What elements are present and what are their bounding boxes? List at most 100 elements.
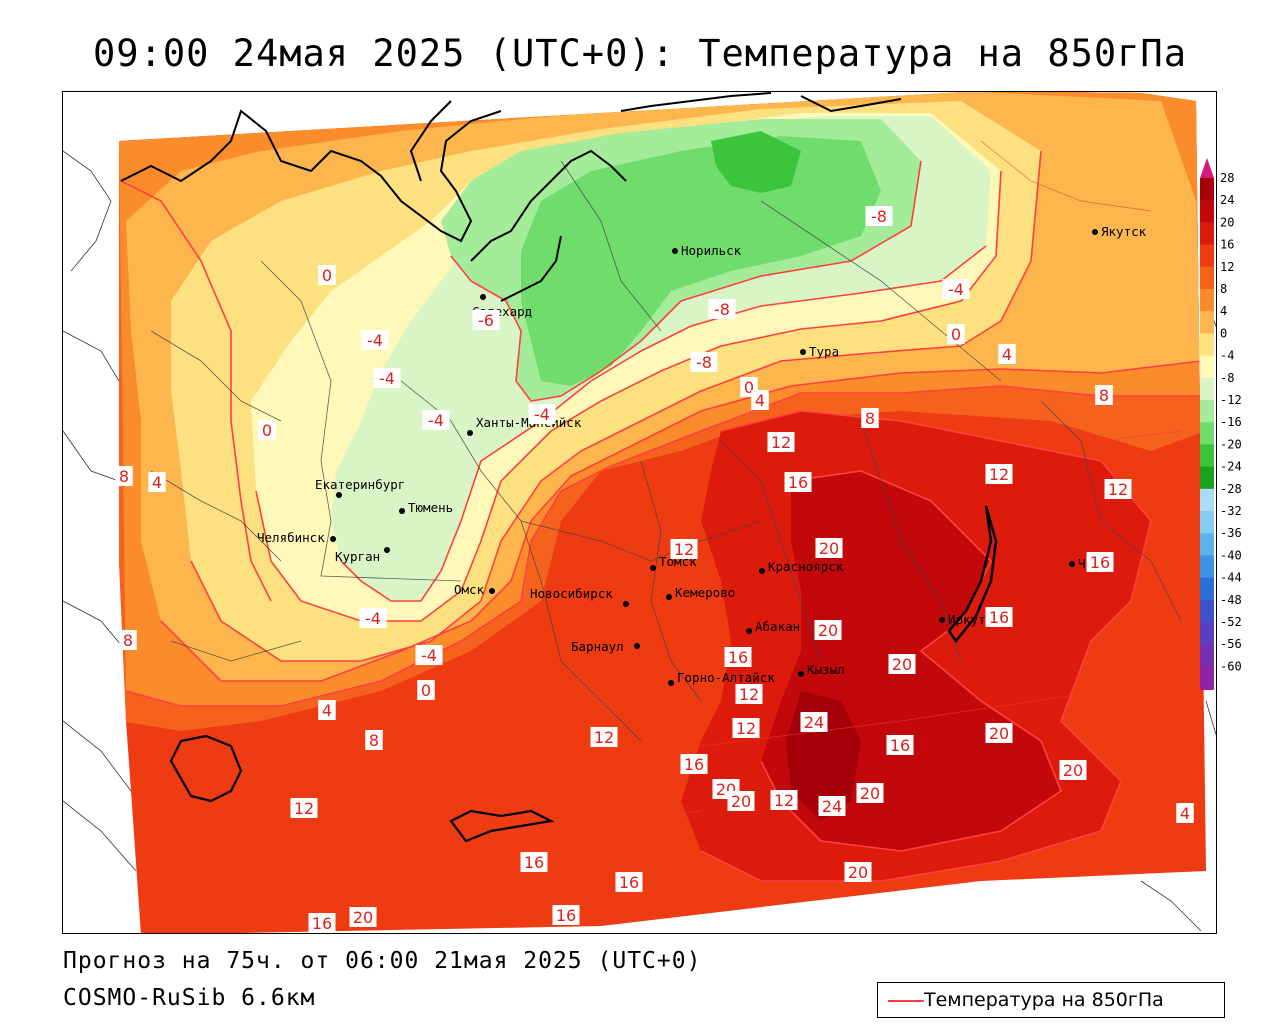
colorbar-tick-label: -60 <box>1220 659 1242 673</box>
isotherm-value-text: 12 <box>674 540 694 559</box>
isotherm-value-text: -8 <box>714 300 730 319</box>
isotherm-value-text: 4 <box>1002 345 1012 364</box>
city-novosibirsk[interactable]: Новосибирск <box>530 586 629 607</box>
isotherm-value-label: 12 <box>290 798 318 818</box>
isotherm-value-label: 16 <box>308 913 336 933</box>
colorbar-swatch <box>1200 555 1214 579</box>
city-yakutsk[interactable]: Якутск <box>1092 224 1147 239</box>
isotherm-value-text: -4 <box>534 405 550 424</box>
city-barnaul[interactable]: Барнаул <box>571 639 640 654</box>
isotherm-value-text: 20 <box>1063 761 1083 780</box>
outside-domain-borders <box>63 150 1216 932</box>
isotherm-value-label: -6 <box>472 310 500 330</box>
isotherm-value-text: -8 <box>871 207 887 226</box>
city-tyumen[interactable]: Тюмень <box>399 500 453 515</box>
isotherm-value-label: 20 <box>985 723 1013 743</box>
isotherm-value-text: 20 <box>892 655 912 674</box>
isotherm-value-label: -4 <box>373 368 401 388</box>
colorbar-swatch <box>1200 377 1214 401</box>
isotherm-value-label: 0 <box>417 680 435 700</box>
isotherm-value-text: 16 <box>619 873 639 892</box>
colorbar-tick-label: -32 <box>1220 504 1242 518</box>
forecast-info: Прогноз на 75ч. от 06:00 21мая 2025 (UTC… <box>63 948 702 974</box>
isotherm-value-label: 16 <box>1086 552 1114 572</box>
colorbar-tick-label: -56 <box>1220 637 1242 651</box>
colorbar-tick-label: -4 <box>1220 349 1234 363</box>
colorbar-tick-label: 24 <box>1220 193 1234 207</box>
city-kurgan[interactable]: Курган <box>335 547 390 564</box>
isotherm-value-label: 24 <box>818 796 846 816</box>
colorbar-swatch <box>1200 422 1214 445</box>
isotherm-value-text: 12 <box>594 728 614 747</box>
svg-text:Кызыл: Кызыл <box>807 662 845 677</box>
city-krasnoyarsk[interactable]: Красноярск <box>759 559 844 574</box>
colorbar-tick-label: -8 <box>1220 371 1234 385</box>
colorbar-swatch <box>1200 644 1214 667</box>
isotherm-value-label: 4 <box>998 344 1016 364</box>
isotherm-value-text: 16 <box>890 736 910 755</box>
isotherm-value-text: 16 <box>312 914 332 933</box>
isotherm-value-label: 12 <box>770 790 798 810</box>
colorbar-swatch <box>1200 466 1214 490</box>
city-abakan[interactable]: Абакан <box>746 619 800 634</box>
svg-text:Абакан: Абакан <box>755 619 800 634</box>
isotherm-value-text: 8 <box>119 467 129 486</box>
city-chelyabinsk[interactable]: Челябинск <box>257 530 336 545</box>
city-ekaterinburg[interactable]: Екатеринбург <box>315 477 405 498</box>
isotherm-value-text: -4 <box>421 646 437 665</box>
isotherm-value-label: 12 <box>767 432 795 452</box>
isotherm-value-text: 8 <box>369 731 379 750</box>
isotherm-value-label: 4 <box>318 700 336 720</box>
colorbar-swatch <box>1200 666 1214 690</box>
colorbar-tick-label: 0 <box>1220 326 1227 340</box>
isotherm-value-label: 12 <box>985 464 1013 484</box>
colorbar-swatch <box>1200 178 1214 201</box>
isotherm-value-label: 12 <box>670 539 698 559</box>
colorbar-swatch <box>1200 577 1214 601</box>
isotherm-value-text: 24 <box>804 713 824 732</box>
isotherm-value-label: 12 <box>735 684 763 704</box>
svg-text:Тура: Тура <box>809 344 839 359</box>
isotherm-value-text: 12 <box>294 799 314 818</box>
isotherm-value-text: 16 <box>1090 553 1110 572</box>
isotherm-value-text: -6 <box>478 311 494 330</box>
isotherm-value-label: 0 <box>258 420 276 440</box>
isotherm-value-label: -4 <box>359 608 387 628</box>
isotherm-value-text: 12 <box>739 685 759 704</box>
city-kyzyl[interactable]: Кызыл <box>798 662 845 677</box>
city-kemerovo[interactable]: Кемерово <box>666 585 735 600</box>
svg-text:Челябинск: Челябинск <box>257 530 325 545</box>
isotherm-value-text: 20 <box>818 621 838 640</box>
isotherm-value-text: -4 <box>367 331 383 350</box>
isotherm-value-label: 16 <box>886 735 914 755</box>
map-title: 09:00 24мая 2025 (UTC+0): Температура на… <box>93 32 1187 75</box>
isotherm-value-label: 8 <box>119 630 137 650</box>
isotherm-value-label: 20 <box>814 620 842 640</box>
isotherm-value-label: -8 <box>865 206 893 226</box>
city-gorno-altaysk[interactable]: Горно-Алтайск <box>668 670 775 686</box>
isotherm-value-label: 20 <box>815 538 843 558</box>
isotherm-value-text: 16 <box>556 906 576 925</box>
city-tura[interactable]: Тура <box>800 344 839 359</box>
isotherm-value-label: 8 <box>365 730 383 750</box>
isotherm-value-label: 4 <box>751 390 769 410</box>
svg-text:Тюмень: Тюмень <box>408 500 453 515</box>
colorbar-tick-label: 12 <box>1220 260 1234 274</box>
isotherm-value-text: 8 <box>123 631 133 650</box>
colorbar-tick-label: 28 <box>1220 171 1234 185</box>
svg-text:Горно-Алтайск: Горно-Алтайск <box>677 670 775 685</box>
isotherm-value-text: 20 <box>819 539 839 558</box>
isotherm-value-label: -4 <box>361 330 389 350</box>
isotherm-value-label: 12 <box>732 718 760 738</box>
isotherm-value-label: 16 <box>724 647 752 667</box>
isotherm-value-label: -4 <box>528 404 556 424</box>
isotherm-value-text: 12 <box>989 465 1009 484</box>
city-omsk[interactable]: Омск <box>454 582 495 597</box>
isotherm-value-label: 16 <box>520 852 548 872</box>
map-frame: Норильск Якутск Салехард Тура Ханты-Манс… <box>62 91 1217 934</box>
legend-line-label: Температура на 850гПа <box>924 989 1164 1011</box>
isotherm-value-label: 12 <box>590 727 618 747</box>
city-norilsk[interactable]: Норильск <box>672 243 742 258</box>
isotherm-value-label: -4 <box>422 410 450 430</box>
colorbar-tick-label: 16 <box>1220 238 1234 252</box>
